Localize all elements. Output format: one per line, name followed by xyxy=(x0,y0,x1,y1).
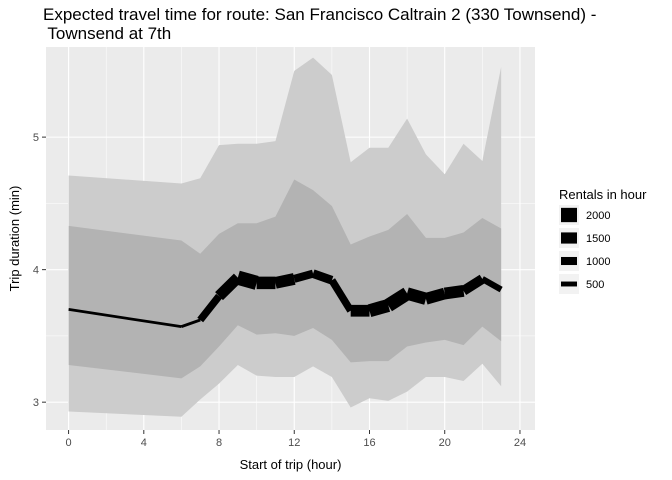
x-tick-label: 4 xyxy=(141,437,147,449)
line-segment xyxy=(215,273,242,301)
x-tick-label: 12 xyxy=(288,437,300,449)
line-segment xyxy=(424,287,447,305)
y-axis: 3 4 5 xyxy=(33,132,46,409)
chart-title: Expected travel time for route: San Fran… xyxy=(43,5,597,43)
line-segment xyxy=(460,274,485,296)
x-axis: 0 4 8 12 16 20 24 xyxy=(66,430,526,449)
legend: Rentals in hour 2000 1500 1000 500 xyxy=(559,187,647,294)
line-segment xyxy=(197,293,222,323)
x-tick-label: 0 xyxy=(66,437,72,449)
x-tick-label: 24 xyxy=(514,437,526,449)
line-segment xyxy=(235,270,259,290)
x-tick-label: 8 xyxy=(216,437,222,449)
x-tick-label: 16 xyxy=(363,437,375,449)
legend-items: 2000 1500 1000 500 xyxy=(559,205,610,294)
y-tick-label: 4 xyxy=(33,265,39,277)
line-segment xyxy=(367,299,391,318)
line-segment xyxy=(480,276,503,293)
legend-label: 2000 xyxy=(586,210,610,222)
legend-label: 500 xyxy=(586,279,604,291)
line-segment xyxy=(274,273,296,289)
line-segment xyxy=(384,287,411,312)
line-segment xyxy=(443,285,465,300)
line-segment xyxy=(311,269,334,285)
y-tick-label: 5 xyxy=(33,132,39,144)
line-segment xyxy=(293,269,315,283)
x-tick-label: 20 xyxy=(439,437,451,449)
line-segment xyxy=(328,278,354,313)
line-segment xyxy=(405,287,428,305)
y-tick-label: 3 xyxy=(33,397,39,409)
line-segment xyxy=(180,318,201,329)
x-axis-title: Start of trip (hour) xyxy=(240,457,342,472)
y-axis-title: Trip duration (min) xyxy=(7,186,22,292)
legend-title: Rentals in hour xyxy=(559,187,647,202)
legend-label: 1500 xyxy=(586,233,610,245)
line-segment xyxy=(68,308,182,328)
expected-time-line xyxy=(68,269,503,329)
legend-label: 1000 xyxy=(586,256,610,268)
